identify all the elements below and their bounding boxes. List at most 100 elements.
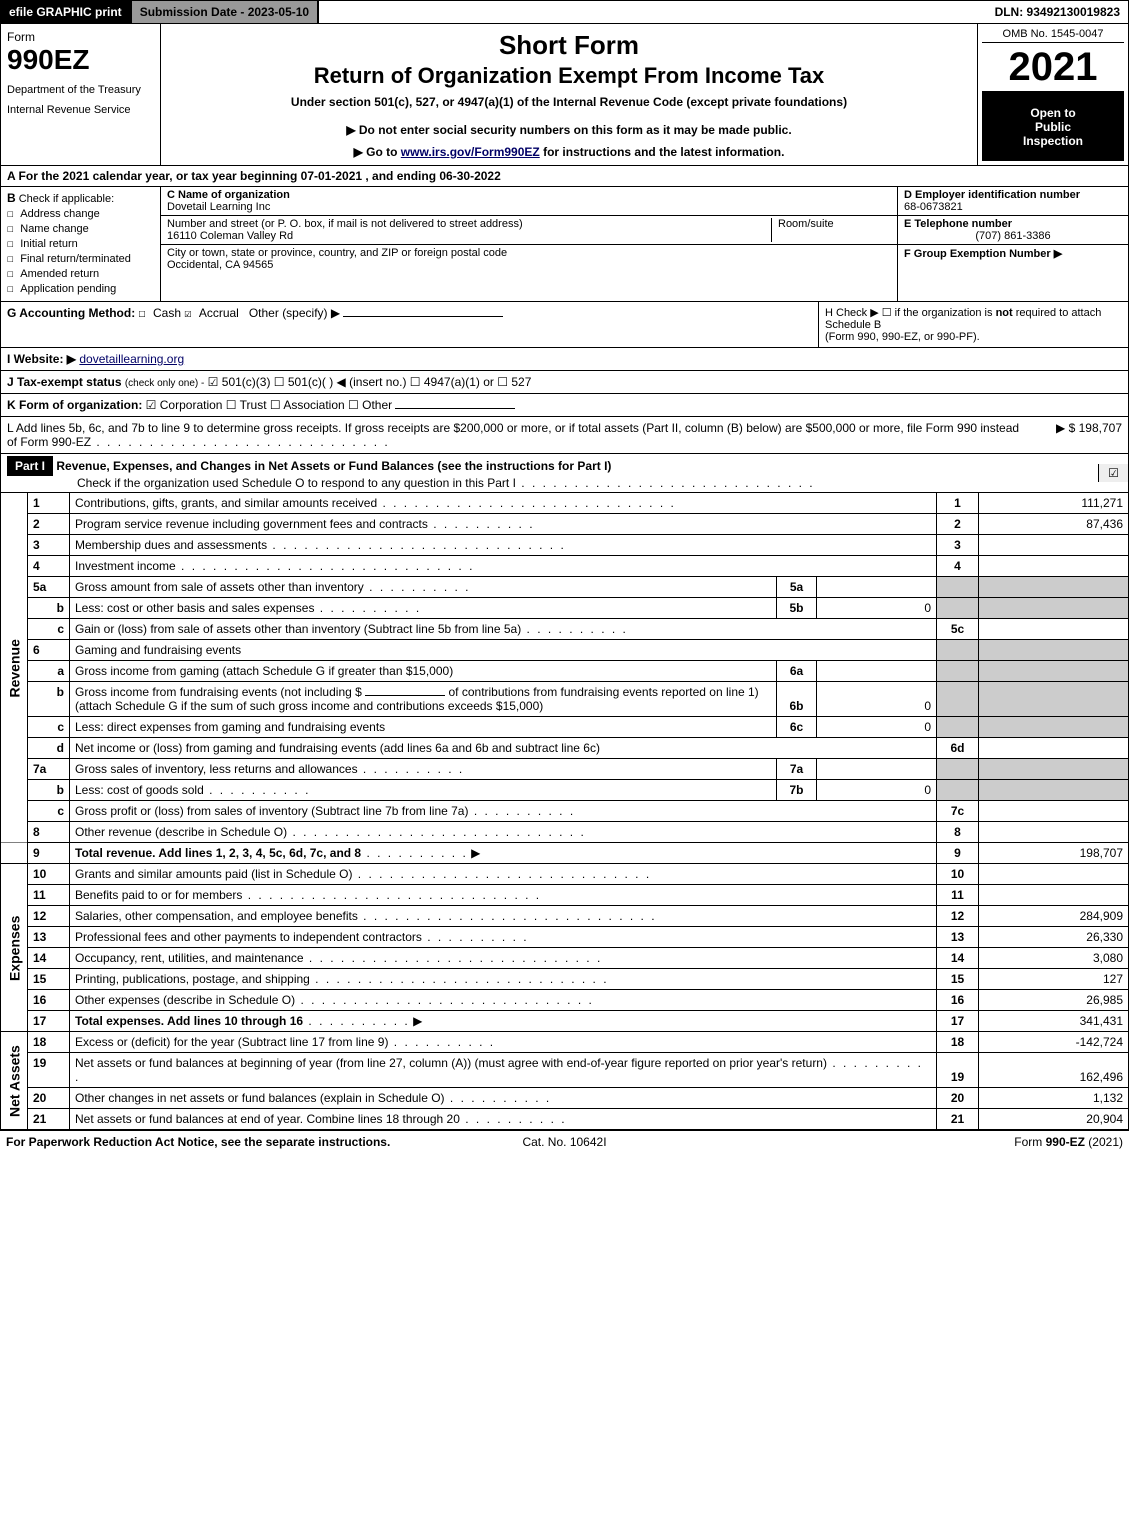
- line-10: Expenses 10 Grants and similar amounts p…: [1, 864, 1129, 885]
- line-6a: a Gross income from gaming (attach Sched…: [1, 661, 1129, 682]
- h-text3: (Form 990, 990-EZ, or 990-PF).: [825, 331, 980, 343]
- j-options[interactable]: ☑ 501(c)(3) ☐ 501(c)( ) ◀ (insert no.) ☐…: [208, 375, 532, 389]
- goto-line: ▶ Go to www.irs.gov/Form990EZ for instru…: [171, 145, 967, 159]
- h-schedule-b: H Check ▶ ☐ if the organization is not r…: [818, 302, 1128, 347]
- e-phone-cell: E Telephone number (707) 861-3386: [898, 216, 1128, 245]
- l6a-val-shaded: [979, 661, 1129, 682]
- l6a-num: a: [28, 661, 70, 682]
- cb-final-return[interactable]: ☐ Final return/terminated: [7, 252, 154, 265]
- return-title: Return of Organization Exempt From Incom…: [171, 63, 967, 89]
- line-5c: c Gain or (loss) from sale of assets oth…: [1, 619, 1129, 640]
- l15-val: 127: [979, 969, 1129, 990]
- line-13: 13 Professional fees and other payments …: [1, 927, 1129, 948]
- cb-application-pending[interactable]: ☐ Application pending: [7, 282, 154, 295]
- part-i-check-line: Check if the organization used Schedule …: [7, 476, 815, 490]
- g-cash[interactable]: Cash: [153, 306, 181, 320]
- l4-desc: Investment income: [75, 559, 176, 573]
- g-accrual[interactable]: Accrual: [199, 306, 239, 320]
- j-small: (check only one) -: [125, 378, 204, 389]
- l20-desc: Other changes in net assets or fund bala…: [75, 1091, 445, 1105]
- l5c-val: [979, 619, 1129, 640]
- line-21: 21 Net assets or fund balances at end of…: [1, 1109, 1129, 1130]
- short-form-title: Short Form: [171, 30, 967, 61]
- cb-amended-return[interactable]: ☐ Amended return: [7, 267, 154, 280]
- l20-val: 1,132: [979, 1088, 1129, 1109]
- l11-num: 11: [28, 885, 70, 906]
- l13-box: 13: [937, 927, 979, 948]
- l5a-ival: [817, 577, 937, 598]
- l6-desc: Gaming and fundraising events: [70, 640, 937, 661]
- header-left: Form 990EZ Department of the Treasury In…: [1, 24, 161, 165]
- l6d-desc: Net income or (loss) from gaming and fun…: [70, 738, 937, 759]
- form-number: 990EZ: [7, 44, 154, 76]
- expenses-side-label: Expenses: [1, 864, 28, 1032]
- l5a-val-shaded: [979, 577, 1129, 598]
- org-city: Occidental, CA 94565: [167, 259, 507, 271]
- l10-val: [979, 864, 1129, 885]
- phone-value: (707) 861-3386: [904, 230, 1122, 242]
- l1-desc: Contributions, gifts, grants, and simila…: [75, 496, 377, 510]
- l5a-num: 5a: [28, 577, 70, 598]
- efile-print-label[interactable]: efile GRAPHIC print: [1, 1, 130, 23]
- l6-box-shaded: [937, 640, 979, 661]
- l8-num: 8: [28, 822, 70, 843]
- goto-link[interactable]: www.irs.gov/Form990EZ: [401, 145, 540, 159]
- website-link[interactable]: dovetaillearning.org: [79, 352, 184, 366]
- part-i-checkbox[interactable]: ☑: [1098, 464, 1128, 482]
- dept-irs: Internal Revenue Service: [7, 104, 154, 116]
- c-name-label: C Name of organization: [167, 189, 891, 201]
- l6a-ibox: 6a: [777, 661, 817, 682]
- cb-address-change[interactable]: ☐ Address change: [7, 207, 154, 220]
- l5c-box: 5c: [937, 619, 979, 640]
- dept-treasury: Department of the Treasury: [7, 84, 154, 96]
- line-7a: 7a Gross sales of inventory, less return…: [1, 759, 1129, 780]
- l5b-ival: 0: [817, 598, 937, 619]
- g-other[interactable]: Other (specify) ▶: [249, 306, 340, 320]
- l16-num: 16: [28, 990, 70, 1011]
- l9-box: 9: [937, 843, 979, 864]
- open-inspection-box: Open to Public Inspection: [982, 92, 1124, 161]
- d-ein-label: D Employer identification number: [904, 189, 1122, 201]
- l5c-desc: Gain or (loss) from sale of assets other…: [75, 622, 521, 636]
- col-c-org-info: C Name of organization Dovetail Learning…: [161, 187, 898, 301]
- submission-date: Submission Date - 2023-05-10: [130, 1, 319, 23]
- l9-num: 9: [28, 843, 70, 864]
- l7b-num: b: [28, 780, 70, 801]
- l21-desc: Net assets or fund balances at end of ye…: [75, 1112, 460, 1126]
- l19-box: 19: [937, 1053, 979, 1088]
- do-not-enter: ▶ Do not enter social security numbers o…: [171, 123, 967, 137]
- bcdef-row: B Check if applicable: ☐ Address change …: [0, 187, 1129, 302]
- l11-val: [979, 885, 1129, 906]
- line-17: 17 Total expenses. Add lines 10 through …: [1, 1011, 1129, 1032]
- k-options[interactable]: ☑ Corporation ☐ Trust ☐ Association ☐ Ot…: [146, 398, 392, 412]
- l2-num: 2: [28, 514, 70, 535]
- tax-year: 2021: [982, 43, 1124, 92]
- line-2: 2 Program service revenue including gove…: [1, 514, 1129, 535]
- l13-desc: Professional fees and other payments to …: [75, 930, 422, 944]
- j-label: J Tax-exempt status: [7, 375, 122, 389]
- l1-num: 1: [28, 493, 70, 514]
- cb-name-change[interactable]: ☐ Name change: [7, 222, 154, 235]
- goto-pre: ▶ Go to: [354, 145, 401, 159]
- cb-initial-return[interactable]: ☐ Initial return: [7, 237, 154, 250]
- line-6c: c Less: direct expenses from gaming and …: [1, 717, 1129, 738]
- l15-box: 15: [937, 969, 979, 990]
- l1-box: 1: [937, 493, 979, 514]
- line-19: 19 Net assets or fund balances at beginn…: [1, 1053, 1129, 1088]
- goto-post: for instructions and the latest informat…: [540, 145, 785, 159]
- l7b-desc: Less: cost of goods sold: [75, 783, 204, 797]
- form-header: Form 990EZ Department of the Treasury In…: [0, 24, 1129, 166]
- l3-val: [979, 535, 1129, 556]
- l14-val: 3,080: [979, 948, 1129, 969]
- line-16: 16 Other expenses (describe in Schedule …: [1, 990, 1129, 1011]
- room-suite-label: Room/suite: [771, 218, 891, 242]
- l10-num: 10: [28, 864, 70, 885]
- l6a-ival: [817, 661, 937, 682]
- l5b-val-shaded: [979, 598, 1129, 619]
- l7a-ival: [817, 759, 937, 780]
- l18-box: 18: [937, 1032, 979, 1053]
- l17-arrow: ▶: [413, 1014, 422, 1028]
- row-i-website: I Website: ▶ dovetaillearning.org: [0, 348, 1129, 371]
- l5b-num: b: [28, 598, 70, 619]
- l19-val: 162,496: [979, 1053, 1129, 1088]
